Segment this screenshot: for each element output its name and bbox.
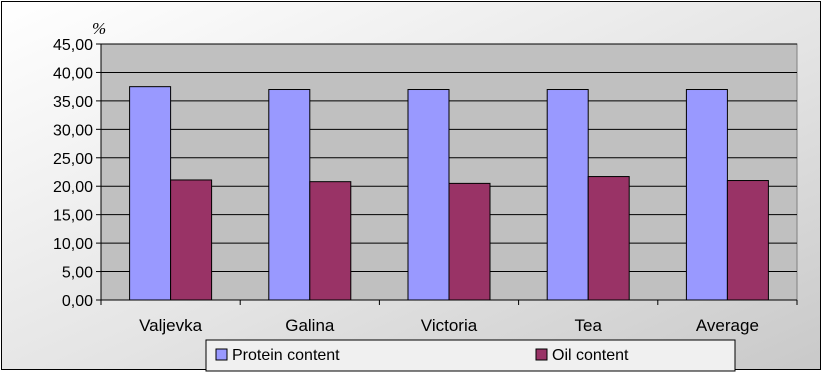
- bar-oil-content-galina: [309, 181, 352, 301]
- bar-oil-content-victoria: [448, 182, 491, 301]
- x-category-label: Tea: [574, 316, 602, 335]
- bar-oil-content-valjevka: [170, 179, 213, 301]
- y-tick-label: 40,00: [53, 65, 93, 82]
- legend-label: Protein content: [232, 347, 340, 364]
- x-category-label: Valjevka: [139, 316, 203, 335]
- bar-oil-content-tea: [587, 176, 630, 301]
- bar-protein-content-valjevka: [129, 86, 172, 301]
- legend-box: [205, 339, 736, 372]
- legend-swatch: [535, 348, 548, 361]
- x-axis-labels: Valjevka Galina Victoria Tea Average: [139, 316, 759, 335]
- x-category-label: Victoria: [421, 316, 478, 335]
- y-axis-ticks: 0,00 5,00 10,00 15,00 20,00 25,00 30,00 35,00 40…: [53, 37, 101, 310]
- y-tick-label: 10,00: [53, 236, 93, 253]
- y-tick-label: 5,00: [62, 265, 93, 282]
- y-tick-label: 25,00: [53, 151, 93, 168]
- bar-oil-content-average: [726, 180, 769, 301]
- bar-protein-content-average: [685, 89, 728, 301]
- legend: Protein content Oil content: [205, 339, 736, 372]
- x-axis-ticks: [100, 300, 798, 305]
- bar-protein-content-victoria: [407, 89, 450, 301]
- x-category-label: Average: [696, 316, 759, 335]
- x-category-label: Galina: [285, 316, 335, 335]
- bar-protein-content-galina: [268, 89, 311, 301]
- y-tick-label: 20,00: [53, 179, 93, 196]
- bars: [129, 86, 769, 301]
- y-tick-label: 35,00: [53, 94, 93, 111]
- bar-protein-content-tea: [546, 89, 589, 301]
- y-tick-label: 15,00: [53, 208, 93, 225]
- legend-label: Oil content: [552, 347, 629, 364]
- legend-swatch: [215, 348, 228, 361]
- y-tick-label: 45,00: [53, 37, 93, 54]
- y-tick-label: 30,00: [53, 122, 93, 139]
- y-unit-label: %: [92, 19, 106, 38]
- y-tick-label: 0,00: [62, 293, 93, 310]
